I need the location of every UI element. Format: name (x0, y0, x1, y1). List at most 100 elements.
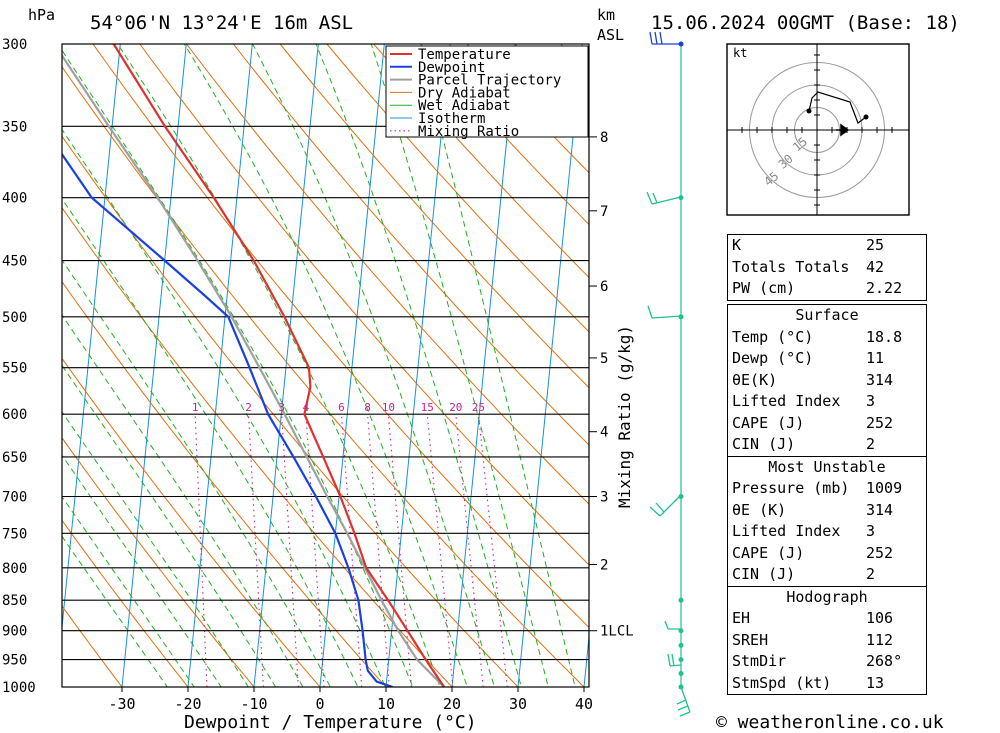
datetime-title: 15.06.2024 00GMT (Base: 18) (651, 12, 960, 34)
x-tick-label: 30 (509, 695, 527, 713)
most-unstable-row: CIN (J) 2 (732, 565, 876, 583)
surface-heading: Surface (795, 306, 859, 324)
pressure-tick-label: 300 (2, 37, 27, 53)
dry-adiabat-line (92, 44, 589, 629)
dry-adiabat-line (62, 135, 519, 687)
location-title: 54°06'N 13°24'E 16m ASL (90, 12, 353, 34)
wet-adiabat-line (252, 44, 495, 687)
wet-adiabat-line (370, 44, 549, 687)
legend-entry: Wet Adiabat (418, 98, 511, 114)
wind-level-marker (678, 670, 684, 676)
pressure-tick-label: 1000 (2, 680, 36, 696)
mixing-ratio-label: 25 (472, 401, 485, 414)
mixing-ratio-label: 1 (192, 401, 199, 414)
pressure-tick-label: 550 (2, 361, 27, 377)
mixing-ratio-line (426, 414, 454, 687)
x-tick-label: 20 (443, 695, 461, 713)
legend-entry: Dry Adiabat (418, 85, 511, 101)
profiles (62, 44, 446, 687)
pressure-tick-label: 950 (2, 653, 27, 669)
wind-barb (647, 305, 682, 319)
hodograph-unit-label: kt (733, 46, 747, 60)
index-row-pw: PW (cm) 2.22 (732, 279, 903, 297)
hodograph-heading: Hodograph (728, 585, 926, 609)
mixing-ratio-labels: 1 2 3 4 6 8 10 15 20 25 (192, 401, 485, 414)
wet-adiabat-line (62, 314, 304, 687)
dry-adiabat-line (139, 44, 589, 566)
dry-adiabat-line (372, 44, 589, 279)
wet-adiabat-line (62, 259, 331, 687)
surface-row: CAPE (J) 252 (732, 413, 894, 432)
pressure-tick-label: 750 (2, 526, 27, 542)
km-tick-label: 3 (600, 490, 608, 506)
index-row-k: K 25 (732, 236, 885, 254)
wet-adiabat-line (62, 128, 386, 687)
km-tick-label: 5 (600, 351, 608, 367)
wet-adiabat-line (62, 197, 359, 687)
legend-entry: Dewpoint (418, 60, 485, 76)
wet-adiabat-line (62, 410, 249, 687)
dry-adiabat-line (279, 44, 589, 389)
km-tick-label: 6 (600, 279, 608, 295)
mixing-ratio-line (194, 414, 208, 687)
wet-adiabat-line (62, 495, 195, 687)
dry-adiabat-line (326, 44, 589, 333)
hodograph-row: SREH 112 (732, 630, 894, 649)
wind-level-marker (678, 642, 684, 648)
pressure-tick-label: 600 (2, 407, 27, 423)
x-tick-label: 10 (377, 695, 395, 713)
surface-row: CIN (J) 2 (732, 435, 876, 453)
credit-text: © weatheronline.co.uk (716, 712, 944, 733)
wind-barb (649, 31, 681, 45)
pressure-tick-label: 800 (2, 561, 27, 577)
axes: 3003504004505005506006507007508008509009… (2, 37, 634, 713)
wind-level-marker (678, 314, 684, 320)
most-unstable-row: CAPE (J) 252 (732, 543, 894, 562)
surface-row: Lifted Index 3 (732, 392, 876, 410)
km-tick-label: 4 (600, 425, 608, 441)
isobars (62, 43, 589, 688)
mixing-ratio-label: 20 (449, 401, 462, 414)
surface-row: Dewp (°C) 11 (732, 349, 885, 367)
pressure-tick-label: 400 (2, 191, 27, 207)
dry-adiabat-line (62, 519, 189, 687)
wet-adiabat-line (418, 44, 576, 687)
wind-barb (649, 494, 682, 517)
asl-unit-label: ASL (597, 26, 624, 44)
mixing-ratio-line (281, 414, 299, 687)
mixing-ratio-label: 10 (382, 401, 395, 414)
wind-profile (646, 31, 691, 717)
mixing-ratio-line (340, 414, 363, 687)
legend-entry: Isotherm (418, 111, 485, 127)
wind-barb (676, 686, 691, 717)
storm-motion-arrow (836, 123, 850, 137)
dry-adiabat-line (62, 605, 123, 687)
mixing-ratio-line (455, 414, 484, 687)
surface-row: Temp (°C) 18.8 (732, 327, 903, 346)
pressure-tick-label: 350 (2, 119, 27, 135)
isotherm-line (187, 44, 253, 687)
x-tick-label: 40 (575, 695, 593, 713)
most-unstable-row: θE (K) 314 (732, 500, 894, 519)
index-row-totals: Totals Totals 42 (732, 257, 885, 276)
surface-row: θE(K) 314 (732, 370, 894, 389)
hpa-unit-label: hPa (28, 6, 55, 24)
most-unstable-row: Pressure (mb) 1009 (732, 479, 903, 497)
pressure-tick-label: 700 (2, 490, 27, 506)
pressure-tick-label: 900 (2, 624, 27, 640)
wet-adiabat-line (62, 454, 222, 687)
mixing-ratio-label: 15 (421, 401, 434, 414)
mixing-ratio-label: 2 (245, 401, 252, 414)
most-unstable-row: Lifted Index 3 (732, 522, 876, 540)
x-axis-label: Dewpoint / Temperature (°C) (184, 712, 477, 733)
pressure-tick-label: 500 (2, 310, 27, 326)
mixing-ratio-label: 4 (303, 401, 310, 414)
legend-entry: Mixing Ratio (418, 124, 519, 140)
dewpoint-line (62, 152, 393, 687)
dry-adiabat-line (185, 44, 589, 505)
wet-adiabat-line (62, 49, 414, 687)
hodograph-trace (808, 91, 867, 124)
temperature-line (112, 44, 446, 687)
wet-adiabat-line (62, 364, 277, 687)
